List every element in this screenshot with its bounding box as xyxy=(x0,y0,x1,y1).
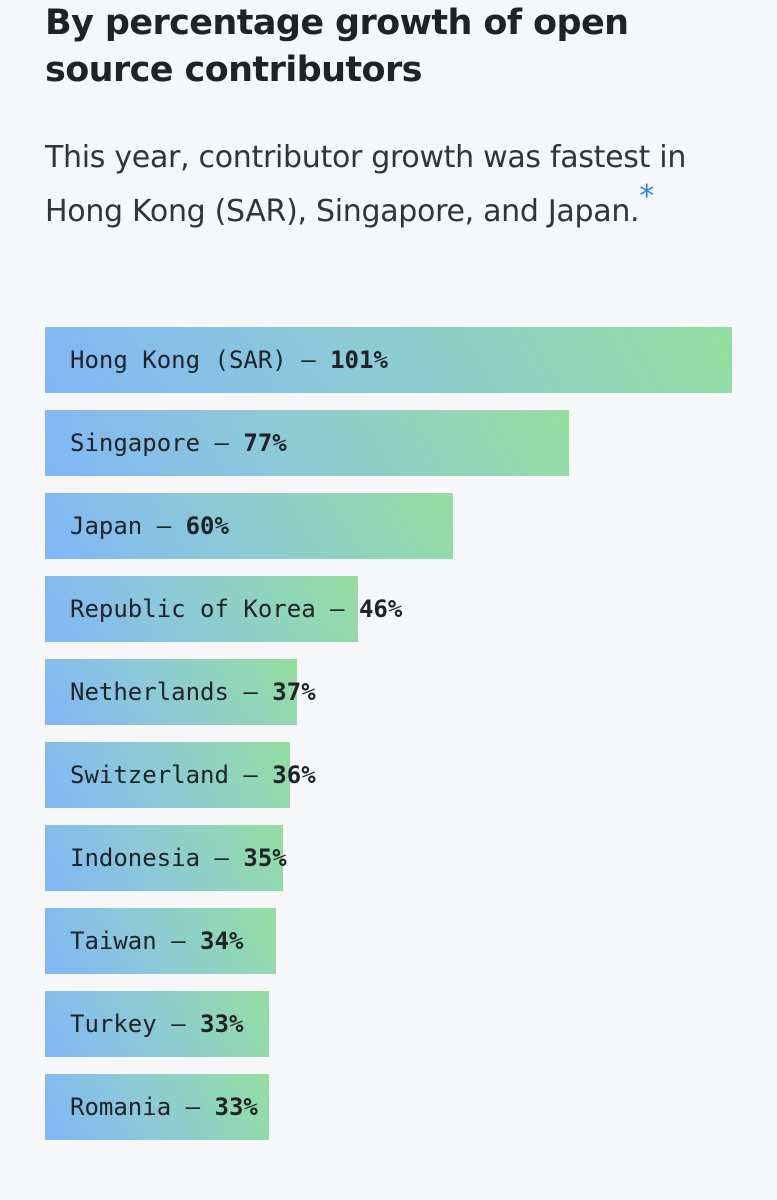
bar-label: Switzerland — 36% xyxy=(70,742,316,808)
bar xyxy=(45,1074,269,1140)
bar xyxy=(45,493,453,559)
bar-label: Republic of Korea — 46% xyxy=(70,576,402,642)
bar-label: Singapore — 77% xyxy=(70,410,287,476)
value-label: 37% xyxy=(272,678,316,706)
category-label: Romania — xyxy=(70,1093,215,1121)
value-label: 36% xyxy=(272,761,316,789)
category-label: Republic of Korea — xyxy=(70,595,359,623)
category-label: Netherlands — xyxy=(70,678,273,706)
value-label: 35% xyxy=(243,844,287,872)
bar xyxy=(45,991,269,1057)
bar xyxy=(45,659,297,725)
category-label: Switzerland — xyxy=(70,761,273,789)
value-label: 101% xyxy=(330,346,388,374)
bar-label: Hong Kong (SAR) — 101% xyxy=(70,327,388,393)
value-label: 60% xyxy=(185,512,229,540)
category-label: Taiwan — xyxy=(70,927,201,955)
bar xyxy=(45,410,569,476)
value-label: 33% xyxy=(200,1010,244,1038)
bar-label: Romania — 33% xyxy=(70,1074,258,1140)
bar xyxy=(45,742,290,808)
category-label: Indonesia — xyxy=(70,844,244,872)
bar-label: Indonesia — 35% xyxy=(70,825,287,891)
footnote-asterisk-link[interactable]: * xyxy=(639,179,654,214)
value-label: 46% xyxy=(358,595,403,623)
category-label: Turkey — xyxy=(70,1010,201,1038)
bar xyxy=(45,908,276,974)
category-label: Singapore — xyxy=(70,429,244,457)
bar xyxy=(45,576,358,642)
category-label: Hong Kong (SAR) — xyxy=(70,346,331,374)
category-label: Japan — xyxy=(70,512,186,540)
chart-subtitle: This year, contributor growth was fastes… xyxy=(45,131,745,239)
subtitle-text: This year, contributor growth was fastes… xyxy=(45,140,687,229)
bar-label: Turkey — 33% xyxy=(70,991,243,1057)
bar-label: Taiwan — 34% xyxy=(70,908,243,974)
bar-label: Netherlands — 37% xyxy=(70,659,316,725)
value-label: 34% xyxy=(200,927,244,955)
bar xyxy=(45,825,283,891)
bar xyxy=(45,327,732,393)
bar-label: Japan — 60% xyxy=(70,493,229,559)
value-label: 33% xyxy=(214,1093,258,1121)
value-label: 77% xyxy=(243,429,287,457)
chart-title: By percentage growth of open source cont… xyxy=(45,3,629,90)
